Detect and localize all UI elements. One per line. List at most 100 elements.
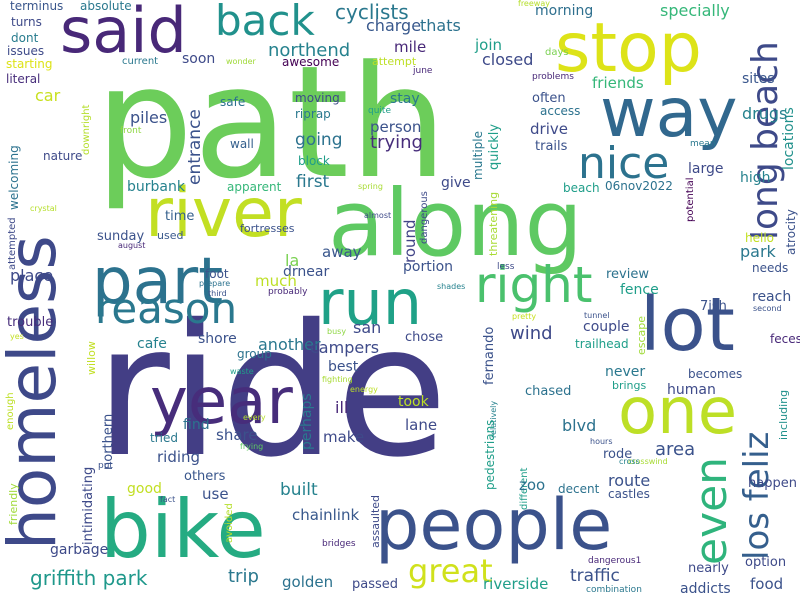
word: great [408,552,493,590]
word: give [441,175,471,191]
word: drive [530,120,568,138]
word: drnear [283,264,330,280]
word: august [118,241,146,250]
word: zoo [519,476,546,494]
word: riverside [483,575,549,593]
word: car [35,86,61,105]
word: assaulted [369,494,382,548]
word: energy [350,385,378,394]
word: another [258,335,321,354]
word: high [740,170,771,186]
word: atrocity [784,209,798,255]
word: bridges [322,539,356,549]
word: thats [420,16,461,35]
word: going [295,130,343,150]
word: fortresses [240,222,295,235]
word: share [216,426,258,444]
word: run [318,266,423,339]
word: wind [510,323,553,344]
word: lane [405,416,438,434]
word: welcoming [7,145,21,210]
word: less [497,262,515,272]
word: others [184,469,226,484]
word: multiple [471,130,485,180]
word: enough [5,392,16,430]
word: nature [43,149,83,163]
word: attempt [372,55,417,68]
word: put [98,461,113,471]
word: northend [268,40,351,61]
word: closed [482,50,534,69]
word: intimidating [81,466,96,545]
word: good [127,481,162,497]
word: built [280,480,318,500]
word: trouble [7,315,54,330]
word: soon [182,51,216,67]
word: way [600,74,738,153]
word: needs [752,261,789,275]
word: dangerous [419,191,430,244]
word: addicts [680,581,731,597]
word: almost [364,211,392,220]
word: issues [7,44,45,58]
word: morning [535,3,594,19]
word: riding [157,448,201,466]
word: friends [592,74,644,92]
word: hello [745,231,774,245]
word: 7ish [700,299,727,314]
word: often [532,91,566,106]
word: quite [368,106,391,116]
word: avoided [224,503,235,543]
word: fighting [322,375,353,384]
word: moving [295,91,340,105]
word: rode [603,447,633,462]
word: prepare [199,279,231,288]
word: bike [100,483,266,576]
word: used [157,229,184,242]
word: second [753,304,782,313]
word: pretty [512,312,537,321]
word: apparent [227,180,282,194]
word: block [298,154,330,168]
word: potential [685,177,696,222]
word: freeway [518,0,550,8]
word: foot [205,267,229,281]
word: took [398,394,429,410]
word: right [475,256,593,314]
word: cross [619,457,640,466]
word: never [605,364,646,380]
word: chainlink [292,506,360,524]
word: literal [6,72,41,86]
word: la [285,251,300,270]
word: absolute [80,0,132,13]
word: part [92,245,224,319]
word: make [323,428,365,446]
word: access [540,104,581,118]
word: quickly [487,123,502,170]
word: piles [130,108,168,127]
word: path [95,32,448,213]
word: spring [358,182,383,191]
word: blvd [562,416,597,435]
word: large [688,161,724,177]
word: san [353,318,382,337]
word: trying [370,132,423,153]
word: much [255,272,297,290]
word: route [608,471,651,490]
word: trip [228,566,259,587]
word: attempted [7,217,18,270]
word: june [413,66,433,76]
word: traffic [570,566,620,586]
word: fernando [482,326,497,385]
word: safe [220,95,246,109]
word: year [150,365,293,439]
word: perhaps [299,393,315,450]
word: garbage [50,542,109,558]
word: mean [690,139,716,149]
word: even [686,456,737,565]
word: stay [390,91,420,107]
word: mile [394,38,427,56]
word: starting [6,57,53,71]
word: combination [586,585,642,595]
